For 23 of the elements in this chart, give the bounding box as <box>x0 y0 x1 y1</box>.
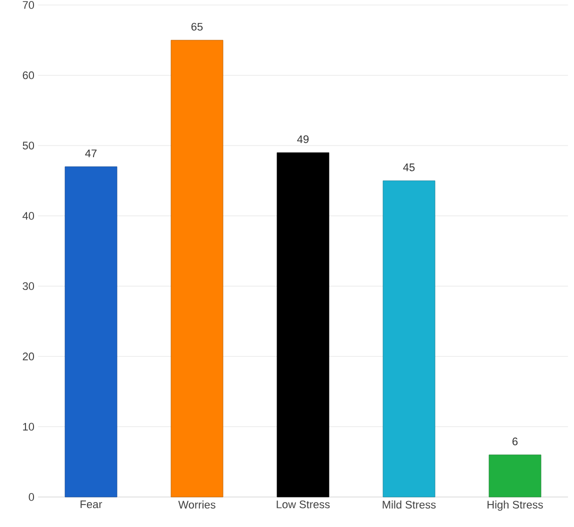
data-label: 45 <box>403 164 415 172</box>
bar <box>170 40 224 498</box>
y-tick-label: 40 <box>22 212 34 220</box>
x-tick-label: High Stress <box>488 500 543 511</box>
x-tick-label: Mild Stress <box>382 500 436 509</box>
y-tick-label: 60 <box>22 71 34 80</box>
x-tick-label: Low Stress <box>276 500 330 508</box>
data-label: 65 <box>191 22 203 31</box>
data-label: 6 <box>512 438 518 446</box>
x-tick-label: Fear <box>80 500 102 508</box>
data-label: 47 <box>85 150 97 158</box>
bar <box>276 152 330 498</box>
y-tick-label: 70 <box>22 1 34 9</box>
y-tick-label: 30 <box>22 282 34 290</box>
data-label: 49 <box>297 135 309 144</box>
y-tick-label: 50 <box>22 142 34 150</box>
y-tick-label: 10 <box>23 422 34 431</box>
bar <box>382 180 436 498</box>
bar <box>64 166 118 498</box>
y-tick-label: 0 <box>28 493 34 501</box>
bar <box>488 454 542 498</box>
y-tick-label: 20 <box>22 352 34 360</box>
x-tick-label: Worries <box>178 500 216 509</box>
